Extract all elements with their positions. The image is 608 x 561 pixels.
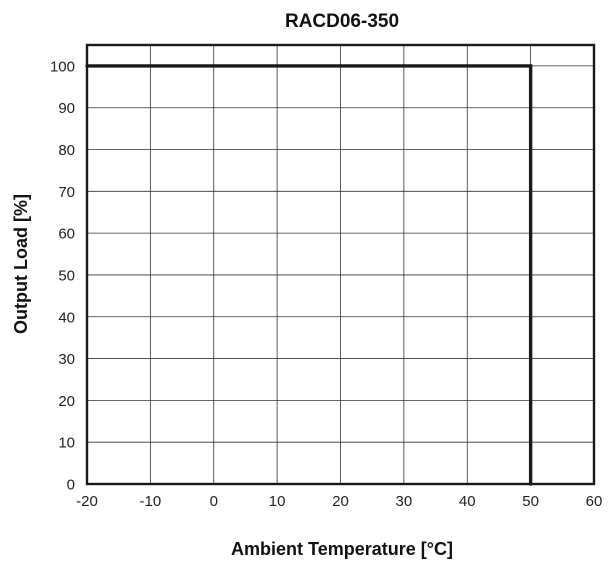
y-tick-label: 30 <box>58 351 75 368</box>
x-axis-label: Ambient Temperature [°C] <box>231 539 453 559</box>
chart-title: RACD06-350 <box>285 11 399 32</box>
x-tick-label: 0 <box>210 493 218 510</box>
y-tick-label: 60 <box>58 226 75 243</box>
y-tick-label: 80 <box>58 142 75 159</box>
y-tick-label: 10 <box>58 435 75 452</box>
x-tick-label: 60 <box>586 493 603 510</box>
x-tick-label: 50 <box>522 493 539 510</box>
series-point <box>528 64 533 68</box>
y-tick-label: 0 <box>67 477 75 494</box>
y-tick-label: 40 <box>58 309 75 326</box>
x-tick-label: -20 <box>76 493 98 510</box>
y-tick-label: 50 <box>58 267 75 284</box>
y-tick-label: 70 <box>58 184 75 201</box>
y-tick-label: 90 <box>58 100 75 117</box>
x-tick-label: 40 <box>459 493 476 510</box>
plot-frame <box>85 43 596 486</box>
grid <box>87 45 594 484</box>
x-tick-labels: -20 -10 0 10 20 30 40 50 60 <box>76 493 602 510</box>
x-tick-label: 10 <box>269 493 286 510</box>
x-tick-label: -10 <box>140 493 162 510</box>
y-tick-label: 100 <box>50 58 75 75</box>
y-tick-labels: 0 10 20 30 40 50 60 70 80 90 100 <box>50 58 75 493</box>
x-tick-label: 20 <box>332 493 349 510</box>
y-axis-label: Output Load [%] <box>11 194 31 334</box>
x-tick-label: 30 <box>396 493 413 510</box>
y-tick-label: 20 <box>58 393 75 410</box>
